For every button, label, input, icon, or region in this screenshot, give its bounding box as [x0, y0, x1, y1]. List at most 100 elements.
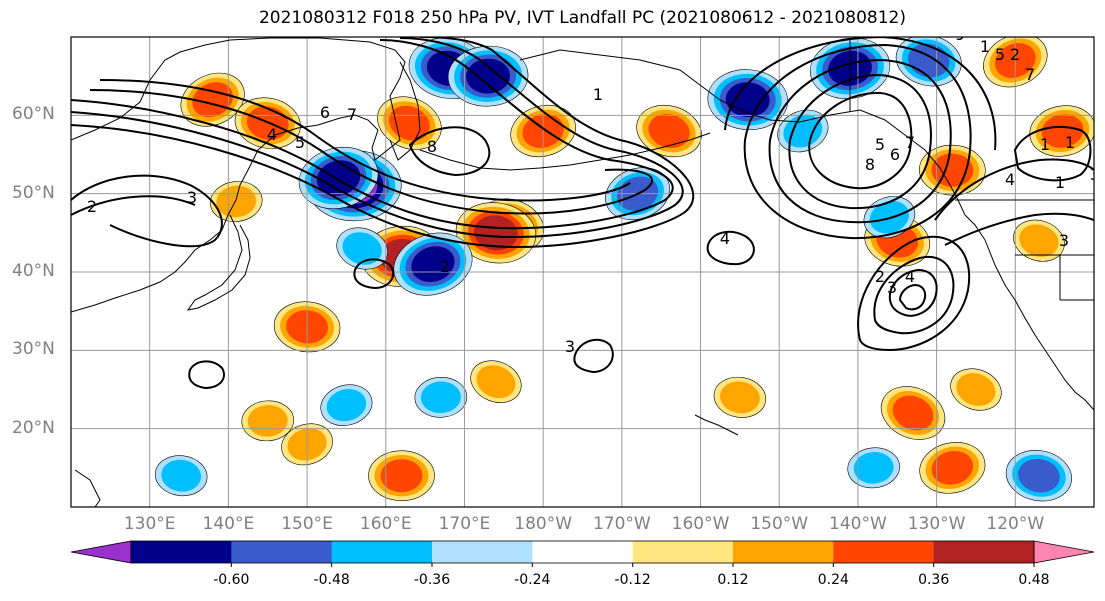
contour-east-ring-5: [808, 91, 913, 190]
contour-label: 1: [1055, 173, 1065, 192]
lon-tick-label: 150°E: [281, 514, 333, 534]
coast-east-asia: [71, 37, 406, 313]
colorbar-segment: [331, 541, 433, 563]
pv-anomaly-blob: [713, 376, 767, 418]
pv-anomaly-ring: [853, 451, 894, 484]
contour-jet-5: [99, 79, 631, 202]
contour-sw-4: [898, 283, 927, 311]
ivt-contours: [71, 37, 1094, 390]
pv-anomaly-ring: [1018, 458, 1060, 493]
colorbar-tick-label: 0.24: [817, 572, 849, 588]
pv-anomaly-blob: [919, 442, 986, 494]
colorbar-tick-label: 0.12: [717, 572, 749, 588]
contour-jet-4: [89, 89, 653, 215]
lat-tick-label: 30°N: [12, 339, 55, 360]
coast-alaska: [519, 49, 986, 241]
contour-label: 2: [875, 267, 885, 286]
contour-label: 1: [980, 37, 990, 56]
pv-anomaly-ring: [892, 395, 934, 431]
pv-anomaly-blob: [950, 368, 1002, 411]
pv-anomaly-ring: [783, 114, 823, 148]
pv-anomaly-blob: [470, 360, 522, 403]
pv-anomaly-ring: [161, 459, 202, 492]
contour-small-1: [573, 338, 614, 374]
contour-label: 1: [1040, 135, 1050, 154]
lon-tick-label: 120°W: [986, 514, 1045, 534]
colorbar-tick-label: 0.48: [1018, 572, 1050, 588]
contour-label: 7: [905, 133, 915, 152]
contour-label: 3: [1090, 165, 1100, 184]
contour-small-3: [353, 258, 395, 290]
colorbar-extend-max: [1033, 540, 1095, 564]
pv-anomaly-ring: [420, 381, 461, 414]
contour-label: 1: [1065, 133, 1075, 152]
colorbar-tick-label: -0.36: [413, 572, 451, 588]
lat-tick-label: 20°N: [12, 417, 55, 438]
contour-label: 4: [267, 125, 277, 144]
lon-tick-label: 180°W: [514, 514, 573, 534]
lon-tick-label: 160°E: [359, 514, 412, 534]
pv-anomaly-blob: [447, 45, 529, 107]
contour-label: 3: [887, 278, 897, 297]
pv-anomaly-ring: [380, 459, 423, 493]
contour-label: 5: [995, 45, 1005, 64]
pv-anomaly-blob: [414, 377, 468, 418]
coastlines: [71, 37, 1094, 507]
pv-anomaly-blob: [1029, 105, 1094, 157]
contour-west-3: [71, 174, 223, 248]
coast-aleutians: [419, 132, 711, 171]
coast-north-america: [984, 239, 1094, 411]
pv-anomaly-blob: [368, 450, 435, 501]
contour-east-ring-3: [743, 43, 972, 240]
lon-tick-label: 160°W: [671, 514, 730, 534]
contour-label: 2: [1010, 45, 1020, 64]
contour-label: 7: [347, 105, 357, 124]
lon-tick-label: 140°W: [829, 514, 887, 534]
pv-anomaly-ring: [869, 200, 909, 234]
pv-anomaly-ring: [719, 381, 760, 414]
pv-anomaly-blob: [636, 104, 702, 158]
pv-anomaly-blob: [919, 144, 986, 196]
lon-tick-label: 130°E: [123, 514, 176, 534]
lon-tick-label: 140°E: [202, 514, 255, 534]
colorbar-tick-label: -0.48: [313, 572, 350, 588]
colorbar-segment: [432, 541, 533, 563]
pv-anomaly-ring: [476, 365, 516, 399]
pv-anomaly-ring: [956, 373, 996, 406]
contour-label: 4: [905, 267, 915, 286]
colorbar-extend-min: [70, 540, 132, 564]
contour-west-2: [71, 195, 196, 216]
contour-small-2: [706, 230, 755, 266]
coast-hawaii: [694, 414, 739, 436]
contour-east-ring-2: [768, 58, 952, 224]
state-borders: [1015, 254, 1094, 301]
pv-anomaly-ring: [1019, 224, 1059, 257]
contour-jet-3: [71, 37, 694, 249]
coast-philippines: [74, 469, 101, 507]
contour-label: 1: [593, 85, 603, 104]
map-title: 2021080312 F018 250 hPa PV, IVT Landfall…: [258, 8, 906, 28]
coast-japan: [186, 214, 251, 311]
pv-anomaly-blob: [880, 386, 946, 440]
contour-label: 5: [295, 133, 305, 152]
graticule: [71, 37, 1094, 507]
pv-anomaly-blob: [1005, 450, 1072, 502]
colorbar-segment: [532, 541, 634, 563]
contour-label: 4: [1005, 170, 1015, 189]
pv-anomaly-blob: [847, 447, 900, 489]
lon-tick-label: 150°W: [750, 514, 809, 534]
contour-label: 2: [87, 197, 97, 216]
colorbar: [70, 540, 1095, 567]
lon-tick-label: 170°E: [438, 514, 491, 534]
colorbar-segment: [933, 541, 1035, 563]
lat-tick-label: 60°N: [12, 104, 55, 125]
colorbar-tick-label: -0.12: [614, 572, 651, 588]
pv-anomaly-ring: [466, 58, 511, 94]
lat-tick-label: 40°N: [12, 261, 55, 281]
lon-tick-label: 170°W: [592, 514, 651, 534]
contour-east-ring-1: [788, 73, 932, 210]
lon-tick-label: 130°W: [907, 514, 966, 534]
colorbar-tick-label: -0.60: [213, 572, 250, 588]
